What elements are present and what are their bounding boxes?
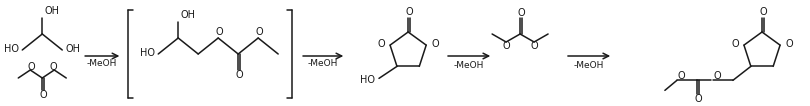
Text: O: O: [255, 27, 263, 37]
Text: O: O: [236, 70, 243, 80]
Text: O: O: [694, 94, 701, 104]
Text: HO: HO: [140, 48, 156, 58]
Text: OH: OH: [45, 6, 59, 16]
Text: O: O: [405, 7, 413, 17]
Text: O: O: [518, 8, 525, 18]
Text: -MeOH: -MeOH: [87, 59, 117, 68]
Text: O: O: [785, 39, 793, 49]
Text: OH: OH: [180, 10, 195, 20]
Text: O: O: [677, 71, 684, 81]
Text: OH: OH: [66, 44, 80, 54]
Text: HO: HO: [360, 75, 375, 85]
Text: O: O: [40, 90, 47, 100]
Text: -MeOH: -MeOH: [574, 61, 604, 70]
Text: O: O: [531, 41, 538, 51]
Text: O: O: [759, 7, 767, 17]
Text: -MeOH: -MeOH: [454, 61, 484, 70]
Text: -MeOH: -MeOH: [308, 59, 339, 68]
Text: O: O: [713, 71, 721, 81]
Text: O: O: [731, 39, 739, 49]
Text: O: O: [215, 27, 223, 37]
Text: O: O: [49, 62, 57, 72]
Text: O: O: [431, 39, 439, 49]
Text: O: O: [502, 41, 510, 51]
Text: O: O: [377, 39, 385, 49]
Text: HO: HO: [4, 44, 19, 54]
Text: O: O: [28, 62, 35, 72]
